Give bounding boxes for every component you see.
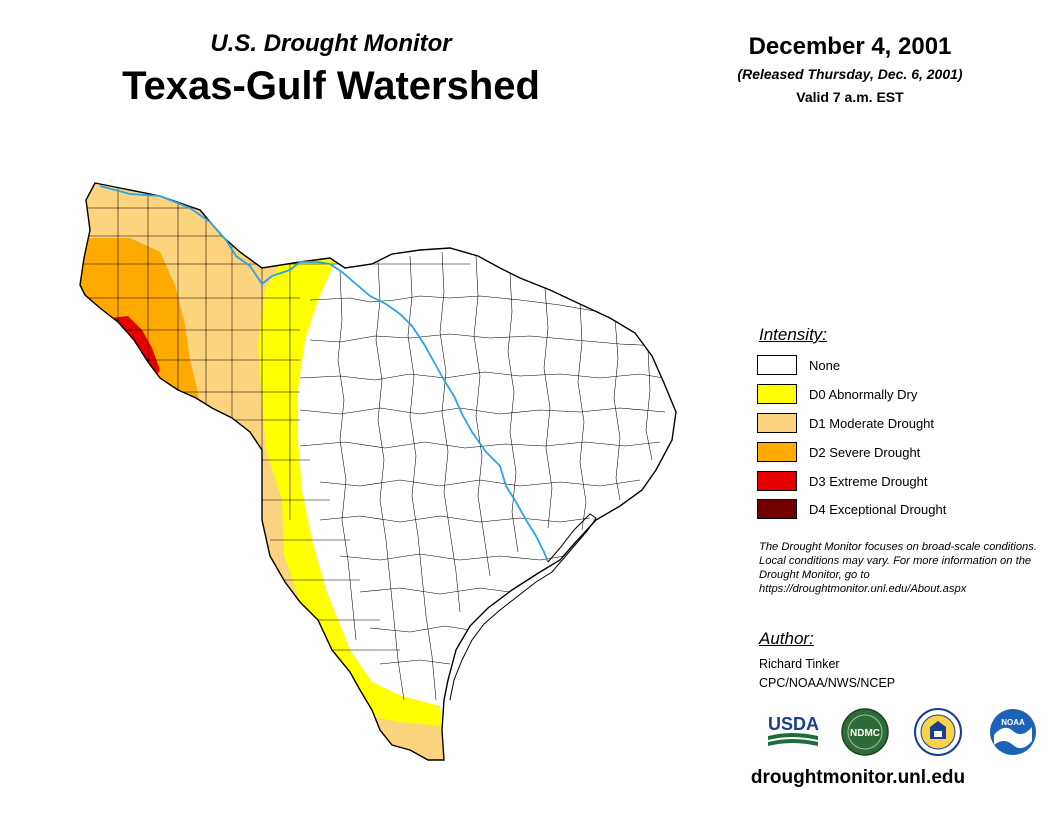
noaa-logo: NOAA — [990, 709, 1036, 755]
author-organization: CPC/NOAA/NWS/NCEP — [759, 676, 896, 690]
area-d1-south — [340, 712, 450, 760]
legend-label: D0 Abnormally Dry — [809, 387, 918, 402]
legend-label: D4 Exceptional Drought — [809, 502, 947, 517]
rivers — [99, 185, 549, 563]
drought-areas — [80, 183, 450, 760]
disclaimer-note: The Drought Monitor focuses on broad-sca… — [759, 541, 1037, 595]
map-title: Texas-Gulf Watershed — [122, 64, 540, 108]
doc-seal-logo — [914, 708, 962, 756]
release-date: (Released Thursday, Dec. 6, 2001) — [737, 66, 963, 82]
legend-swatch — [757, 442, 797, 462]
legend-label: None — [809, 358, 841, 373]
legend-item-d2: D2 Severe Drought — [757, 442, 1017, 464]
coastline — [449, 513, 597, 701]
ndmc-logo: NDMC — [841, 708, 889, 756]
legend-label: D3 Extreme Drought — [809, 474, 928, 489]
usda-logo-text: USDA — [768, 714, 819, 734]
legend-swatch — [757, 355, 797, 375]
legend-swatch — [757, 471, 797, 491]
legend-item-none: None — [757, 355, 1017, 377]
legend-item-d1: D1 Moderate Drought — [757, 413, 1017, 435]
usda-logo: USDA — [768, 714, 819, 746]
website-link[interactable]: droughtmonitor.unl.edu — [750, 767, 966, 788]
watershed-map — [79, 182, 677, 761]
author-name: Richard Tinker — [759, 657, 840, 671]
ndmc-logo-text: NDMC — [850, 728, 880, 739]
legend-swatch — [757, 413, 797, 433]
legend-swatch — [757, 499, 797, 519]
valid-time: Valid 7 a.m. EST — [796, 89, 904, 105]
red-river — [99, 185, 549, 563]
legend-label: D1 Moderate Drought — [809, 416, 935, 431]
author-heading: Author: — [759, 629, 814, 648]
noaa-logo-text: NOAA — [1001, 718, 1025, 727]
map-subtitle: U.S. Drought Monitor — [210, 30, 452, 57]
map-date: December 4, 2001 — [748, 33, 952, 60]
legend-item-d3: D3 Extreme Drought — [757, 471, 1017, 493]
legend-item-d0: D0 Abnormally Dry — [757, 384, 1017, 406]
legend-heading: Intensity: — [759, 325, 828, 344]
legend-item-d4: D4 Exceptional Drought — [757, 499, 1017, 521]
basin-outline — [79, 182, 677, 761]
legend-label: D2 Severe Drought — [809, 445, 921, 460]
legend-swatch — [757, 384, 797, 404]
